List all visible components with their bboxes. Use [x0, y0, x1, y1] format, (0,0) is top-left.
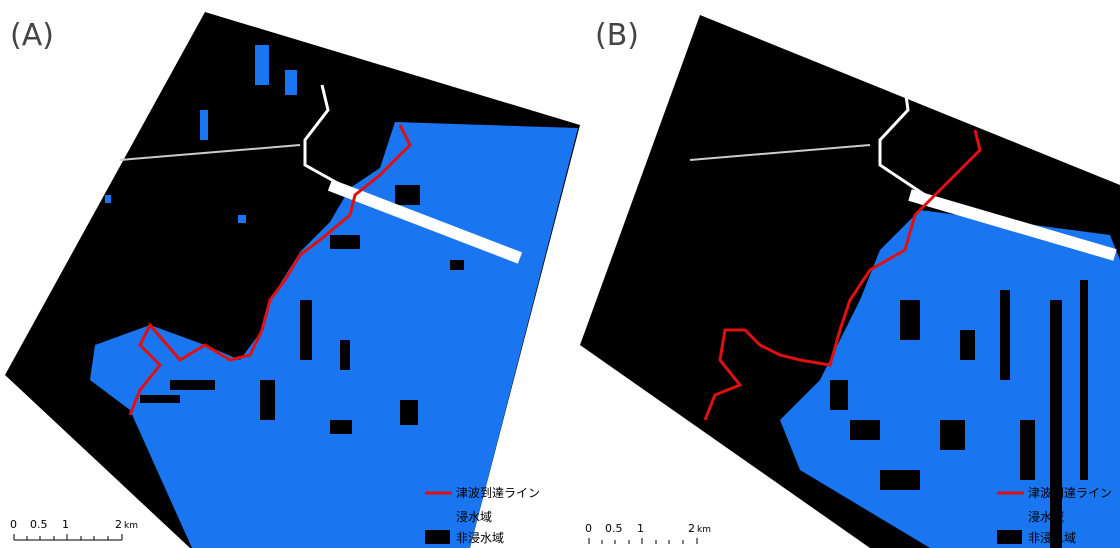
legend-swatch — [425, 510, 450, 524]
legend-swatch — [425, 530, 450, 544]
map-panel-b: (B) 津波到達ライン 浸水域 非浸水域 0 0.5 1 2 km — [580, 15, 1120, 548]
figure: (A) 津波到達ライン 浸水域 非浸水域 0 0.5 1 2 km (B) 津波… — [0, 0, 1120, 548]
scale-bar — [589, 538, 697, 544]
scale-unit: km — [697, 525, 711, 535]
scale-label: 0.5 — [605, 522, 623, 535]
legend-text: 非浸水域 — [1028, 531, 1076, 545]
panel-label: (B) — [595, 18, 639, 53]
scale-label: 0 — [10, 518, 17, 531]
scale-label: 0.5 — [30, 518, 48, 531]
map-panel-a: (A) 津波到達ライン 浸水域 非浸水域 0 0.5 1 2 km — [5, 12, 580, 548]
legend-swatch — [997, 510, 1022, 524]
scale-label: 2 — [688, 522, 695, 535]
legend-text: 非浸水域 — [456, 531, 504, 545]
scale-unit: km — [124, 521, 138, 531]
legend-text: 津波到達ライン — [456, 486, 540, 500]
panel-label: (A) — [10, 18, 54, 53]
scale-label: 0 — [585, 522, 592, 535]
legend-text: 浸水域 — [1028, 510, 1064, 524]
scale-bar — [14, 534, 122, 540]
scale-label: 1 — [62, 518, 69, 531]
legend-text: 浸水域 — [456, 510, 492, 524]
scale-label: 2 — [115, 518, 122, 531]
scale-label: 1 — [637, 522, 644, 535]
legend-text: 津波到達ライン — [1028, 486, 1112, 500]
legend-swatch — [997, 530, 1022, 544]
